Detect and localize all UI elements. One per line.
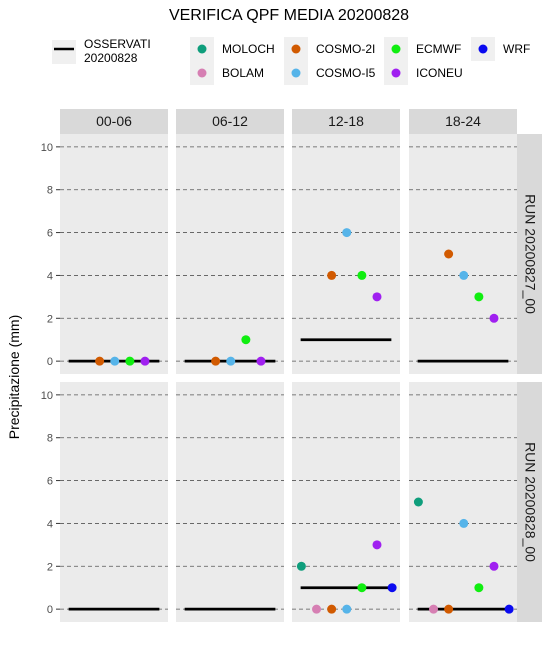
point-bolam (429, 604, 439, 614)
point-moloch (296, 561, 306, 571)
point-cosmo-i5 (342, 228, 352, 238)
legend-label-bolam: BOLAM (222, 66, 264, 80)
facet-strip-row (517, 134, 542, 374)
panel-background (409, 382, 517, 622)
point-cosmo-i5 (342, 604, 352, 614)
point-ecmwf (474, 583, 484, 593)
point-iconeu (372, 292, 382, 302)
facet-strip-column (176, 109, 284, 134)
y-tick-label: 4 (47, 518, 53, 530)
point-ecmwf (357, 583, 367, 593)
point-cosmo-i5 (110, 356, 120, 366)
point-cosmo-2i (95, 356, 105, 366)
y-tick-label: 2 (47, 561, 53, 573)
point-cosmo-i5 (459, 270, 469, 280)
panel-background (176, 134, 284, 374)
point-cosmo-2i (211, 356, 221, 366)
legend-label-cosmo-i5: COSMO-I5 (316, 66, 376, 80)
y-axis-label: Precipitazione (mm) (6, 315, 22, 439)
legend-label-iconeu: ICONEU (416, 66, 463, 80)
y-tick-label: 10 (41, 390, 53, 402)
legend-label-moloch: MOLOCH (222, 42, 275, 56)
point-iconeu (256, 356, 266, 366)
y-tick-label: 6 (47, 476, 53, 488)
point-iconeu (489, 313, 499, 323)
legend-observed-label: OSSERVATI (84, 37, 151, 51)
legend-marker-iconeu (391, 68, 401, 78)
legend-marker-bolam (197, 68, 207, 78)
point-iconeu (140, 356, 150, 366)
point-cosmo-2i (327, 270, 337, 280)
facet-strip-label: 18-24 (445, 113, 481, 129)
chart-title: VERIFICA QPF MEDIA 20200828 (169, 7, 409, 24)
y-tick-label: 2 (47, 313, 53, 325)
panel-background (60, 382, 168, 622)
y-tick-label: 0 (47, 356, 53, 368)
y-tick-label: 10 (41, 142, 53, 154)
point-bolam (312, 604, 322, 614)
legend-marker-cosmo-2i (291, 44, 301, 54)
legend-label-wrf: WRF (503, 42, 530, 56)
facet-strip-label: 12-18 (328, 113, 364, 129)
legend-marker-cosmo-i5 (291, 68, 301, 78)
legend-marker-ecmwf (391, 44, 401, 54)
legend-label-cosmo-2i: COSMO-2I (316, 42, 375, 56)
panel-background (60, 134, 168, 374)
y-tick-label: 0 (47, 604, 53, 616)
point-iconeu (489, 561, 499, 571)
point-cosmo-i5 (459, 518, 469, 528)
point-ecmwf (125, 356, 135, 366)
y-tick-label: 6 (47, 228, 53, 240)
legend-observed-label: 20200828 (84, 51, 138, 65)
facet-strip-column (409, 109, 517, 134)
y-tick-label: 8 (47, 433, 53, 445)
point-ecmwf (241, 335, 251, 345)
point-cosmo-2i (327, 604, 337, 614)
facet-strip-label: RUN 20200828_00 (522, 442, 538, 562)
y-tick-label: 4 (47, 270, 53, 282)
y-tick-label: 8 (47, 185, 53, 197)
point-ecmwf (474, 292, 484, 302)
legend-key-background (52, 40, 76, 64)
facet-strip-label: 06-12 (212, 113, 248, 129)
panel-background (292, 134, 400, 374)
facet-strip-label: RUN 20200827_00 (522, 194, 538, 314)
point-wrf (387, 583, 397, 593)
point-iconeu (372, 540, 382, 550)
facet-strip-column (60, 109, 168, 134)
point-cosmo-2i (444, 604, 454, 614)
legend-label-ecmwf: ECMWF (416, 42, 461, 56)
panel-background (292, 382, 400, 622)
facet-strip-label: 00-06 (96, 113, 132, 129)
legend-marker-moloch (197, 44, 207, 54)
point-ecmwf (357, 270, 367, 280)
facet-strip-row (517, 382, 542, 622)
point-cosmo-i5 (226, 356, 236, 366)
panel-background (176, 382, 284, 622)
point-cosmo-2i (444, 249, 454, 259)
facet-strip-column (292, 109, 400, 134)
point-wrf (504, 604, 514, 614)
point-moloch (413, 497, 423, 507)
legend-marker-wrf (478, 44, 488, 54)
panel-background (409, 134, 517, 374)
facet-panels: 00-06 06-12 12-18 18-24 RUN 20200827_00 RUN 2… (41, 109, 542, 622)
